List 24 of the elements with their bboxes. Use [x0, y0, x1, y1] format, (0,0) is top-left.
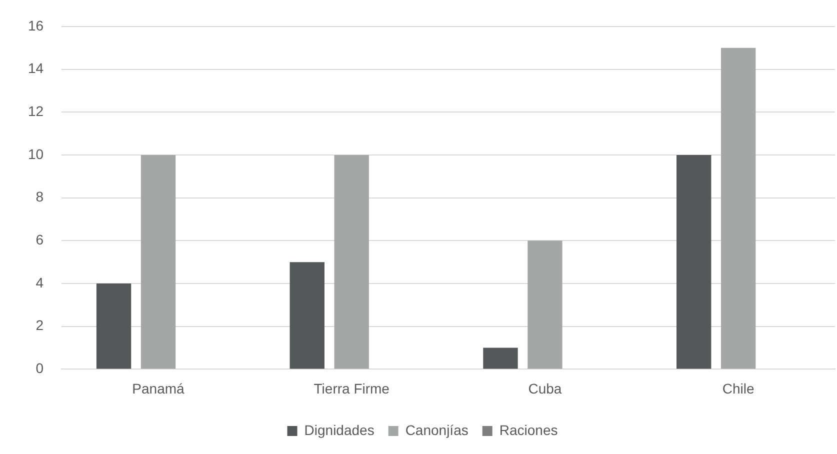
- bar: [676, 154, 712, 369]
- x-tick-label: Tierra Firme: [314, 380, 390, 396]
- x-tick-label: Cuba: [528, 380, 562, 396]
- y-tick-label: 8: [36, 188, 44, 205]
- bar: [720, 48, 756, 369]
- legend-label: Raciones: [499, 422, 558, 438]
- y-tick-label: 10: [28, 146, 44, 162]
- y-tick-label: 4: [36, 274, 44, 290]
- bar: [334, 154, 369, 369]
- y-tick-label: 14: [28, 60, 44, 76]
- y-tick-label: 12: [28, 102, 44, 119]
- y-tick-label: 0: [36, 360, 44, 376]
- bar: [96, 284, 132, 369]
- bar: [140, 154, 176, 369]
- bar: [290, 262, 324, 369]
- x-tick-label: Chile: [722, 380, 754, 396]
- bar: [528, 240, 562, 369]
- y-tick-label: 6: [36, 232, 44, 248]
- bar: [483, 348, 518, 369]
- legend-label: Dignidades: [304, 422, 374, 438]
- legend-label: Canonjías: [405, 422, 468, 438]
- y-tick-label: 2: [36, 317, 44, 334]
- y-tick-label: 16: [28, 17, 44, 34]
- x-tick-label: Panamá: [132, 380, 185, 396]
